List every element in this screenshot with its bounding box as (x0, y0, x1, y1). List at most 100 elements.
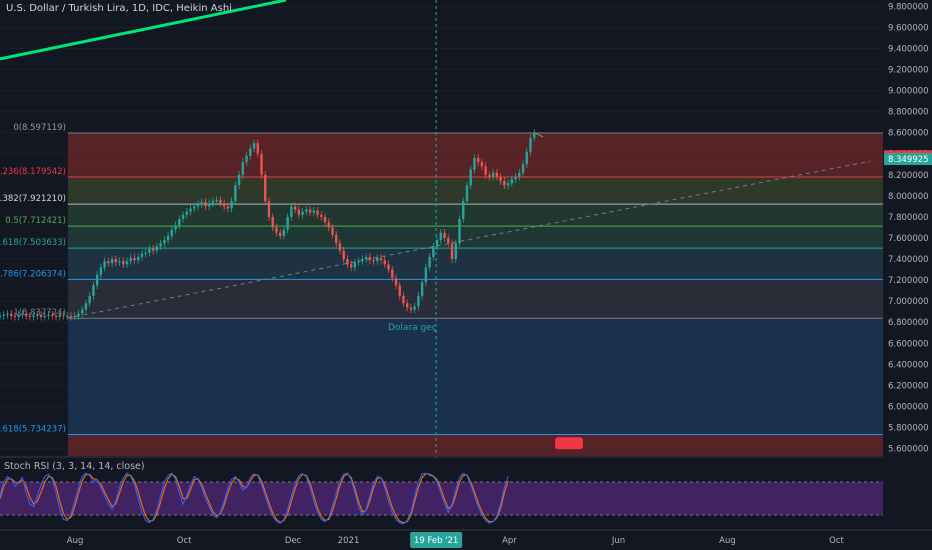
candle[interactable] (99, 267, 103, 275)
candle[interactable] (495, 172, 499, 177)
candle[interactable] (219, 200, 222, 204)
candle[interactable] (264, 174, 267, 202)
candle[interactable] (342, 250, 345, 260)
candle[interactable] (357, 261, 360, 263)
candle[interactable] (346, 259, 349, 265)
candle[interactable] (133, 257, 136, 261)
candle[interactable] (271, 216, 274, 228)
candle[interactable] (480, 162, 484, 167)
candle[interactable] (323, 216, 327, 223)
candle[interactable] (6, 313, 9, 315)
candle[interactable] (398, 285, 401, 296)
stoch-d-line[interactable] (0, 473, 509, 524)
candle[interactable] (21, 313, 24, 315)
candle[interactable] (402, 295, 405, 304)
candle[interactable] (69, 315, 73, 317)
candle[interactable] (237, 174, 241, 186)
candle[interactable] (533, 132, 536, 138)
forecast-line[interactable] (533, 132, 544, 138)
candle[interactable] (353, 262, 357, 268)
candle[interactable] (391, 269, 394, 278)
candle[interactable] (491, 172, 495, 177)
candle[interactable] (166, 235, 170, 241)
candle[interactable] (107, 261, 110, 264)
candle[interactable] (245, 155, 248, 163)
candle[interactable] (24, 313, 28, 316)
candle[interactable] (181, 214, 185, 220)
candle[interactable] (428, 256, 431, 268)
candle[interactable] (174, 225, 177, 230)
candle[interactable] (525, 151, 528, 165)
candle[interactable] (84, 303, 88, 310)
candle[interactable] (47, 314, 50, 316)
candle[interactable] (383, 260, 386, 265)
candle[interactable] (95, 274, 99, 286)
candle[interactable] (193, 206, 196, 209)
candle[interactable] (256, 143, 259, 154)
candle[interactable] (435, 240, 439, 247)
candle[interactable] (51, 314, 54, 316)
candle[interactable] (43, 315, 47, 317)
candle[interactable] (361, 259, 364, 262)
candle[interactable] (267, 201, 271, 217)
candle[interactable] (159, 243, 162, 247)
candle[interactable] (73, 315, 76, 317)
candle[interactable] (226, 206, 230, 209)
candle[interactable] (439, 232, 443, 241)
candle[interactable] (249, 148, 252, 156)
candle[interactable] (420, 282, 424, 296)
candle[interactable] (331, 227, 334, 235)
candle[interactable] (163, 240, 166, 244)
candle[interactable] (432, 246, 435, 257)
candle[interactable] (0, 315, 2, 317)
candle[interactable] (394, 277, 398, 286)
candle[interactable] (376, 257, 379, 262)
candle[interactable] (521, 164, 525, 173)
candle[interactable] (129, 257, 132, 262)
candle[interactable] (286, 216, 289, 230)
candle[interactable] (301, 211, 304, 215)
candle[interactable] (488, 174, 491, 177)
candle[interactable] (260, 153, 263, 175)
candle[interactable] (77, 313, 80, 316)
candle[interactable] (312, 210, 316, 213)
green-trend-line[interactable] (0, 0, 287, 61)
candle[interactable] (230, 201, 233, 209)
candle[interactable] (222, 203, 226, 207)
candle[interactable] (151, 248, 155, 251)
candle[interactable] (506, 183, 510, 186)
candle[interactable] (103, 261, 106, 268)
candle[interactable] (122, 261, 125, 265)
candle[interactable] (196, 204, 200, 207)
stoch-k-line[interactable] (0, 472, 509, 525)
candle[interactable] (278, 232, 282, 236)
candle[interactable] (499, 176, 502, 182)
candle[interactable] (137, 256, 140, 261)
candle[interactable] (178, 219, 181, 226)
candle[interactable] (204, 202, 207, 207)
candle[interactable] (297, 209, 301, 215)
candle[interactable] (17, 314, 20, 317)
candle[interactable] (305, 209, 308, 212)
candle[interactable] (28, 315, 32, 317)
annotation-label[interactable]: Dolara geç (388, 323, 437, 333)
candle[interactable] (80, 309, 84, 314)
candle[interactable] (54, 315, 58, 317)
candle[interactable] (241, 162, 245, 175)
candle[interactable] (424, 267, 428, 283)
candle[interactable] (462, 201, 465, 220)
candle[interactable] (469, 169, 472, 186)
candle[interactable] (454, 243, 457, 260)
candle[interactable] (125, 261, 129, 265)
candle[interactable] (2, 314, 5, 316)
dashed-trend-line[interactable] (67, 160, 871, 319)
candle[interactable] (417, 295, 420, 307)
candle[interactable] (215, 200, 218, 202)
candle[interactable] (144, 252, 147, 254)
candle[interactable] (170, 229, 174, 236)
candle[interactable] (110, 259, 114, 264)
flag-badge[interactable] (555, 437, 583, 450)
candle[interactable] (252, 143, 256, 149)
candle[interactable] (185, 211, 188, 215)
candle[interactable] (379, 257, 383, 261)
